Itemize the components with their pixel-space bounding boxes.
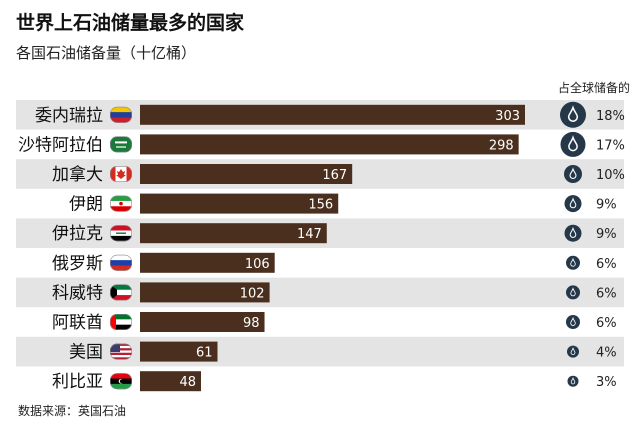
category-label: 科威特 bbox=[52, 283, 103, 303]
russia-flag-icon bbox=[110, 254, 133, 271]
row-band bbox=[16, 277, 624, 308]
share-column-header: 占全球储备的 bbox=[558, 80, 630, 95]
category-label: 委内瑞拉 bbox=[35, 106, 103, 126]
value-label: 147 bbox=[297, 227, 322, 242]
share-label: 4% bbox=[596, 346, 617, 361]
bar bbox=[140, 312, 265, 332]
oil-drop-icon bbox=[566, 315, 580, 329]
row-band bbox=[16, 336, 624, 367]
bar bbox=[140, 164, 353, 184]
category-label: 伊拉克 bbox=[52, 224, 103, 244]
iraq-flag-icon bbox=[110, 225, 133, 242]
chart-subtitle: 各国石油储备量（十亿桶） bbox=[16, 44, 197, 62]
category-label: 沙特阿拉伯 bbox=[18, 135, 103, 155]
value-label: 303 bbox=[495, 109, 520, 124]
share-label: 6% bbox=[596, 286, 617, 301]
value-label: 106 bbox=[245, 257, 270, 272]
uae-flag-icon bbox=[110, 313, 133, 330]
bar bbox=[140, 104, 525, 125]
chart-title: 世界上石油储量最多的国家 bbox=[16, 12, 245, 34]
share-label: 10% bbox=[596, 168, 625, 183]
share-label: 17% bbox=[596, 138, 625, 153]
canada-flag-icon bbox=[110, 166, 133, 183]
oil-drop-icon bbox=[566, 285, 580, 300]
category-label: 加拿大 bbox=[52, 164, 103, 185]
category-label: 利比亚 bbox=[52, 372, 103, 392]
value-label: 156 bbox=[308, 198, 333, 213]
oil-drop-icon bbox=[560, 101, 586, 128]
share-label: 6% bbox=[596, 257, 617, 272]
category-label: 美国 bbox=[69, 343, 103, 363]
oil-drop-icon bbox=[564, 224, 582, 242]
value-label: 102 bbox=[240, 286, 265, 301]
category-label: 伊朗 bbox=[69, 195, 103, 215]
value-label: 298 bbox=[489, 138, 514, 153]
oil-drop-icon bbox=[564, 165, 582, 183]
oil-drop-icon bbox=[564, 195, 582, 213]
oil-drop-icon bbox=[567, 345, 579, 358]
bar bbox=[140, 371, 201, 392]
kuwait-flag-icon bbox=[110, 284, 133, 301]
iran-flag-icon bbox=[110, 195, 133, 212]
share-label: 9% bbox=[596, 227, 617, 242]
bar bbox=[140, 341, 218, 362]
oil-drop-icon bbox=[566, 255, 580, 270]
value-label: 167 bbox=[322, 168, 347, 183]
source-note: 数据来源：英国石油 bbox=[18, 404, 127, 418]
share-label: 3% bbox=[596, 375, 617, 390]
value-label: 98 bbox=[243, 316, 260, 331]
venezuela-flag-icon bbox=[110, 106, 133, 123]
oil-drop-icon bbox=[567, 375, 579, 387]
usa-flag-icon bbox=[110, 343, 133, 360]
oil-drop-icon bbox=[560, 131, 586, 157]
bar bbox=[140, 193, 339, 214]
share-label: 6% bbox=[596, 316, 617, 331]
bar bbox=[140, 134, 519, 155]
bar bbox=[140, 252, 275, 273]
value-label: 61 bbox=[196, 346, 213, 361]
libya-flag-icon bbox=[110, 373, 133, 390]
share-label: 18% bbox=[596, 109, 625, 124]
category-label: 俄罗斯 bbox=[52, 254, 103, 274]
saudi-arabia-flag-icon bbox=[110, 136, 133, 153]
bar bbox=[140, 282, 270, 303]
value-label: 48 bbox=[179, 375, 196, 390]
share-label: 9% bbox=[596, 198, 617, 213]
category-label: 阿联酋 bbox=[52, 313, 103, 333]
bar bbox=[140, 223, 327, 244]
